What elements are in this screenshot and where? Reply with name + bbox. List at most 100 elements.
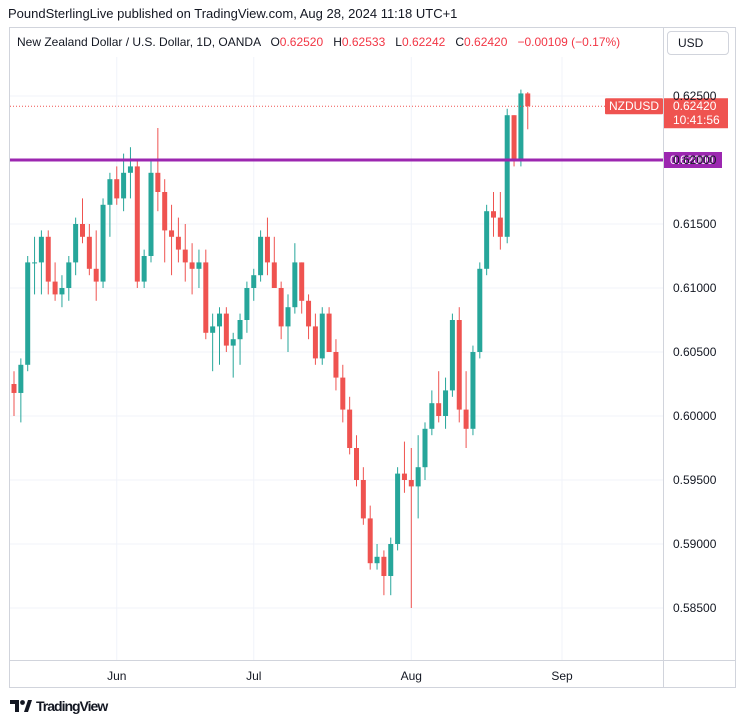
candle-body (162, 192, 168, 231)
candle-body (518, 93, 524, 160)
candle-body (491, 211, 496, 218)
candle-body (73, 224, 79, 263)
candle-body (504, 115, 510, 237)
candle-body (107, 179, 113, 205)
candle-body (271, 262, 277, 288)
candle-body (429, 403, 435, 429)
footer-brand[interactable]: TradingView (10, 698, 108, 714)
symbol-tag-label: NZDUSD (609, 99, 659, 113)
candle-body (203, 262, 209, 333)
candle-body (155, 172, 161, 192)
axes: 0.62500 0.62000 0.61500 0.61000 0.60500 0.600… (10, 28, 736, 688)
price-tag-value: 0.62420 (673, 99, 717, 113)
candle-body (422, 428, 428, 468)
candle-body (319, 313, 325, 359)
candle-body (86, 236, 92, 269)
candle-body (347, 409, 353, 448)
candle-body (312, 326, 318, 359)
candle-body (237, 320, 243, 340)
x-tick-label: Aug (401, 669, 422, 683)
candle-body (449, 320, 455, 391)
candle-body (360, 480, 366, 519)
x-tick-label: Jun (107, 669, 126, 683)
y-tick-label: 0.62500 (673, 89, 717, 103)
candle-body (244, 288, 250, 320)
candle-body (306, 300, 312, 327)
publisher-caption: PoundSterlingLive published on TradingVi… (8, 6, 458, 21)
candle-body (134, 166, 140, 282)
candle-body (189, 262, 195, 269)
candle-body (463, 409, 469, 429)
candle-body (367, 518, 373, 564)
candle-body (278, 288, 284, 327)
candle-body (38, 236, 44, 263)
candle-body (354, 448, 359, 480)
open-value: 0.62520 (279, 35, 324, 49)
tradingview-wordmark: TradingView (36, 698, 108, 714)
candle-body (525, 93, 531, 107)
candle-body (401, 473, 407, 480)
close-label: C (455, 35, 465, 49)
candle-body (80, 224, 85, 237)
candle-body (258, 236, 264, 276)
candle-body (66, 262, 72, 288)
open-label: O (270, 35, 280, 49)
candle-body (333, 352, 339, 378)
y-tick-label: 0.58500 (673, 601, 717, 615)
candle-body (408, 480, 414, 487)
candle-body (196, 262, 202, 269)
x-tick-label: Sep (551, 669, 573, 683)
candle-body (11, 384, 17, 393)
candle-body (52, 281, 58, 295)
y-tick-label: 0.60500 (673, 345, 717, 359)
candle-body (511, 115, 517, 160)
candle-body (182, 249, 188, 263)
y-tick-label: 0.60000 (673, 409, 717, 423)
candle-body (299, 262, 305, 301)
candle-body (443, 390, 449, 416)
candle-body (32, 262, 38, 264)
candle-body (251, 275, 257, 288)
candle-body (456, 320, 462, 410)
x-tick-label: Jul (246, 669, 261, 683)
price-tag-countdown: 10:41:56 (673, 113, 720, 127)
candle-body (264, 236, 270, 263)
y-tick-label: 0.61500 (673, 217, 717, 231)
candle-body (340, 377, 346, 410)
candle-body (175, 236, 181, 250)
candle-body (223, 313, 229, 346)
low-value: 0.62242 (401, 35, 446, 49)
candle-body (326, 313, 332, 352)
candle-body (127, 166, 133, 173)
tradingview-logo-icon (10, 700, 32, 712)
symbol-title[interactable]: New Zealand Dollar / U.S. Dollar, 1D, OA… (17, 35, 261, 49)
level-tag (664, 152, 722, 168)
high-label: H (333, 35, 342, 49)
low-label: L (395, 35, 402, 49)
currency-button[interactable]: USD (667, 31, 729, 55)
price-tag (664, 98, 728, 129)
candle-body (141, 256, 147, 282)
candle-body (59, 288, 65, 295)
candle-body (388, 544, 394, 576)
y-tick-label: 0.59000 (673, 537, 717, 551)
candle-body (374, 556, 380, 564)
candle-body (169, 230, 175, 237)
candle-body (381, 556, 387, 576)
change-value: −0.00109 (−0.17%) (517, 35, 621, 49)
candle-body (395, 473, 401, 544)
candles (11, 89, 531, 608)
close-value: 0.62420 (464, 35, 508, 49)
y-tick-label: 0.61000 (673, 281, 717, 295)
chart-frame (9, 27, 736, 688)
candle-body (285, 307, 291, 327)
candle-body (45, 236, 51, 282)
level-tag-label: 0.62000 (670, 153, 714, 167)
candle-body (121, 172, 127, 199)
candle-body (148, 172, 154, 256)
symbol-tag (605, 98, 663, 115)
y-tick-label: 0.62000 (673, 153, 717, 167)
candle-body (477, 268, 483, 352)
